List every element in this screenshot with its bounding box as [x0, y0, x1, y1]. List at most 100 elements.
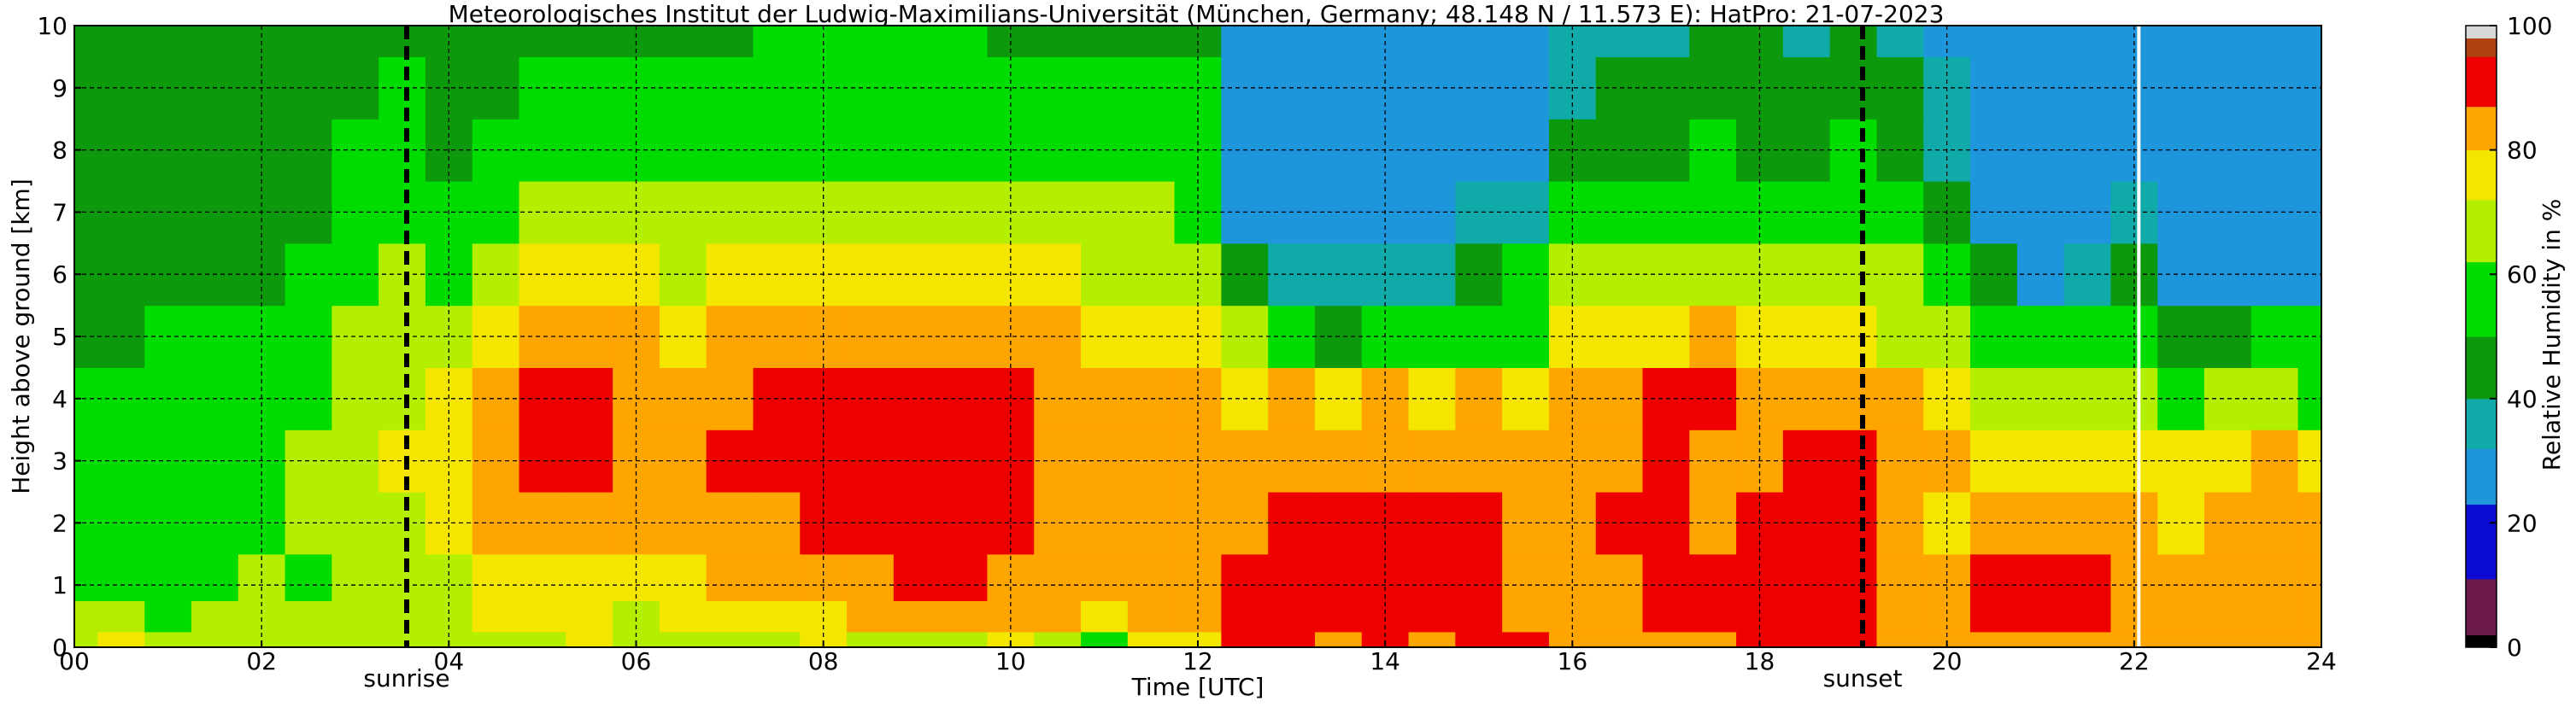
heatmap-cell	[1502, 429, 1550, 493]
x-tick-label: 10	[995, 647, 1026, 675]
heatmap-cell	[1782, 600, 1831, 633]
heatmap-cell	[1829, 26, 1878, 57]
heatmap-cell	[1970, 26, 2018, 57]
heatmap-cell	[2016, 492, 2065, 555]
colorbar-segment	[2466, 149, 2497, 201]
heatmap-cell	[1923, 631, 1971, 648]
heatmap-cell	[97, 631, 145, 648]
heatmap-cell	[2063, 181, 2112, 244]
heatmap-cell	[1876, 631, 1924, 648]
heatmap-cell	[2297, 429, 2322, 493]
heatmap-cell	[1034, 492, 1082, 555]
heatmap-cell	[144, 553, 192, 601]
y-tick-label: 3	[52, 447, 67, 476]
heatmap-cell	[2297, 600, 2322, 633]
heatmap-cell	[893, 600, 942, 633]
heatmap-cell	[285, 631, 332, 648]
heatmap-cell	[332, 553, 379, 601]
heatmap-cell	[472, 553, 520, 601]
heatmap-cell	[1502, 305, 1550, 368]
y-tick-label: 0	[52, 634, 67, 662]
heatmap-cell	[1268, 553, 1316, 601]
heatmap-cell	[1970, 553, 2018, 601]
heatmap-cell	[1455, 631, 1503, 648]
heatmap-cell	[1268, 600, 1316, 633]
heatmap-cell	[332, 26, 379, 57]
heatmap-cell	[1455, 305, 1503, 368]
heatmap-cell	[1689, 26, 1737, 57]
heatmap-cell	[144, 600, 192, 633]
colorbar-segment	[2466, 448, 2497, 505]
y-tick-label: 5	[52, 323, 67, 351]
heatmap-cell	[1689, 553, 1737, 601]
heatmap-cell	[1502, 553, 1550, 601]
heatmap-cell	[893, 56, 942, 120]
x-tick-label: 00	[59, 647, 90, 675]
heatmap-cell	[1970, 119, 2018, 182]
x-tick-label: 16	[1558, 647, 1588, 675]
heatmap-cell	[1314, 600, 1363, 633]
heatmap-cell	[1502, 242, 1550, 307]
heatmap-cell	[1034, 600, 1082, 633]
heatmap-cell	[1502, 119, 1550, 182]
heatmap-cell	[519, 242, 566, 307]
heatmap-cell	[144, 631, 192, 648]
x-tick-label: 18	[1745, 647, 1775, 675]
heatmap-cell	[893, 305, 942, 368]
heatmap-cell	[2016, 56, 2065, 120]
colorbar-frame	[2465, 25, 2497, 648]
heatmap-cell	[472, 242, 520, 307]
x-tick-label: 02	[246, 647, 277, 675]
colorbar-segment	[2466, 26, 2497, 39]
heatmap-cell	[893, 429, 942, 493]
heatmap-cell	[378, 305, 426, 368]
heatmap-cell	[378, 600, 426, 633]
heatmap-cell	[1876, 600, 1924, 633]
heatmap-cell	[2016, 181, 2065, 244]
heatmap-cell	[1268, 26, 1316, 57]
heatmap-cell	[1829, 600, 1878, 633]
heatmap-cell	[1408, 26, 1456, 57]
heatmap-cell	[472, 56, 520, 120]
heatmap-cell	[1782, 631, 1831, 648]
heatmap-cell	[1408, 600, 1456, 633]
heatmap-cell	[1408, 631, 1456, 648]
heatmap-cell	[2063, 492, 2112, 555]
heatmap-cell	[1034, 305, 1082, 368]
heatmap-cell	[519, 600, 566, 633]
heatmap-cell	[893, 242, 942, 307]
heatmap-cell	[1502, 56, 1550, 120]
colorbar-segment	[2466, 398, 2497, 449]
heatmap-cell	[519, 56, 566, 120]
heatmap-cell	[425, 553, 473, 601]
y-tick-label: 6	[52, 260, 67, 289]
heatmap-cell	[1595, 367, 1644, 430]
heatmap-cell	[1221, 600, 1269, 633]
heatmap-cell	[519, 119, 566, 182]
heatmap-cell	[2016, 305, 2065, 368]
heatmap-cell	[378, 553, 426, 601]
heatmap-cell	[2204, 600, 2252, 633]
heatmap-cell	[940, 429, 989, 493]
heatmap-cell	[940, 305, 989, 368]
heatmap-cell	[472, 631, 520, 648]
x-axis: 00 02 04 06 08 10 12 14 16 18 20 22 24	[59, 640, 2337, 675]
x-tick-label: 24	[2306, 647, 2337, 675]
heatmap-cell	[472, 492, 520, 555]
heatmap-cell	[1642, 600, 1690, 633]
heatmap-cell	[191, 631, 239, 648]
heatmap-cell	[940, 553, 989, 601]
heatmap-cell	[425, 492, 473, 555]
y-tick-label: 10	[37, 12, 67, 40]
heatmap-cell	[2297, 242, 2322, 307]
colorbar-segment	[2466, 336, 2497, 400]
heatmap-cell	[1455, 119, 1503, 182]
heatmap-cell	[285, 553, 332, 601]
heatmap-cell	[2063, 242, 2112, 307]
heatmap-cell	[74, 553, 98, 601]
heatmap-cell	[940, 119, 989, 182]
heatmap-cell	[1502, 600, 1550, 633]
colorbar-segment	[2466, 56, 2497, 108]
heatmap-cell	[940, 600, 989, 633]
heatmap-cell	[706, 631, 754, 648]
